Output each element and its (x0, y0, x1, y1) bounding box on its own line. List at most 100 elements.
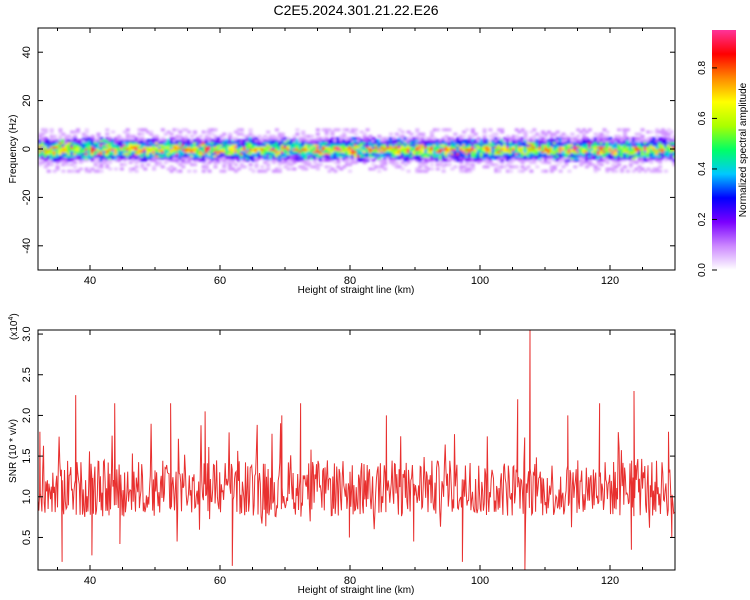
spectrogram-cell (157, 145, 162, 149)
spectrogram-cell (193, 156, 198, 160)
spectrogram-cell (418, 132, 423, 136)
spectrogram-cell (43, 150, 48, 154)
spectrogram-cell (198, 158, 203, 162)
spectrogram-cell (535, 156, 540, 160)
spectrogram-cell (508, 154, 513, 158)
spectrogram-cell (277, 154, 282, 158)
spectrogram-cell (301, 145, 306, 149)
spectrogram-cell (96, 132, 101, 136)
spectrogram-cell (631, 154, 636, 158)
spectrogram-cell (166, 130, 171, 134)
spectrogram-cell (503, 150, 508, 154)
spectrogram-cell (195, 147, 200, 151)
spectrogram-cell (289, 147, 294, 151)
spectrogram-cell (412, 139, 417, 143)
spectrogram-cell (584, 156, 589, 160)
spectrogram-cell (219, 141, 224, 145)
spectrogram-cell (538, 150, 543, 154)
spectrogram-cell (620, 150, 625, 154)
spectrogram-cell (140, 132, 145, 136)
spectrogram-cell (108, 160, 113, 164)
spectrogram-cell (76, 154, 81, 158)
spectrogram-cell (611, 143, 616, 147)
spectrogram-cell (307, 150, 312, 154)
spectrogram-cell (178, 158, 183, 162)
spectrogram-cell (84, 167, 89, 171)
spectrogram-cell (614, 158, 619, 162)
spectrogram-cell (620, 147, 625, 151)
spectrogram-cell (61, 141, 66, 145)
spectrogram-cell (625, 156, 630, 160)
spectrogram-cell (289, 141, 294, 145)
spectrogram-cell (523, 158, 528, 162)
spectrogram-cell (383, 145, 388, 149)
spectrogram-cell (84, 158, 89, 162)
spectrogram-cell (298, 165, 303, 169)
spectrogram-cell (93, 150, 98, 154)
spectrogram-cell (190, 134, 195, 138)
spectrogram-cell (339, 154, 344, 158)
spectrogram-cell (149, 156, 154, 160)
spectrogram-x-tick-label: 100 (471, 275, 489, 287)
spectrogram-cell (38, 134, 42, 138)
spectrogram-cell (146, 156, 151, 160)
spectrogram-cell (549, 152, 554, 156)
spectrogram-cell (397, 154, 402, 158)
spectrogram-cell (245, 150, 250, 154)
spectrogram-cell (204, 156, 209, 160)
spectrogram-cell (140, 152, 145, 156)
spectrogram-cell (277, 169, 282, 173)
spectrogram-cell (564, 145, 569, 149)
spectrogram-cell (356, 143, 361, 147)
spectrogram-cell (260, 137, 265, 141)
spectrogram-cell (447, 128, 452, 132)
spectrogram-cell (412, 154, 417, 158)
spectrogram-cell (330, 147, 335, 151)
spectrogram-cell (666, 150, 671, 154)
spectrogram-cell (46, 163, 51, 167)
spectrogram-cell (219, 145, 224, 149)
spectrogram-cell (444, 141, 449, 145)
spectrogram-cell (406, 158, 411, 162)
spectrogram-cell (49, 130, 54, 134)
spectrogram-cell (76, 147, 81, 151)
spectrogram-cell (523, 130, 528, 134)
spectrogram-cell (491, 154, 496, 158)
spectrogram-cell (508, 150, 513, 154)
spectrogram-cell (356, 137, 361, 141)
spectrogram-cell (298, 156, 303, 160)
spectrogram-cell (538, 137, 543, 141)
spectrogram-cell (365, 139, 370, 143)
spectrogram-cell (634, 147, 639, 151)
spectrogram-cell (345, 143, 350, 147)
spectrogram-cell (655, 139, 660, 143)
spectrogram-cell (348, 152, 353, 156)
spectrogram-cell (260, 139, 265, 143)
spectrogram-cell (590, 154, 595, 158)
spectrogram-cell (163, 147, 168, 151)
spectrogram-cell (593, 152, 598, 156)
spectrogram-cell (122, 130, 127, 134)
spectrogram-cell (614, 143, 619, 147)
spectrogram-cell (596, 167, 601, 171)
spectrogram-cell (403, 143, 408, 147)
spectrogram-cell (84, 156, 89, 160)
spectrogram-cell (625, 137, 630, 141)
spectrogram-cell (552, 156, 557, 160)
spectrogram-cell (251, 143, 256, 147)
spectrogram-cell (213, 137, 218, 141)
spectrogram-cell (233, 147, 238, 151)
spectrogram-cell (321, 139, 326, 143)
spectrogram-cell (488, 139, 493, 143)
spectrogram-cell (383, 163, 388, 167)
spectrogram-cell (517, 150, 522, 154)
spectrogram-cell (178, 141, 183, 145)
spectrogram-cell (412, 141, 417, 145)
spectrogram-cell (497, 143, 502, 147)
spectrogram-cell (617, 137, 622, 141)
spectrogram-cell (318, 163, 323, 167)
spectrogram-cell (500, 143, 505, 147)
spectrogram-cell (535, 165, 540, 169)
spectrogram-cell (339, 145, 344, 149)
spectrogram-cell (494, 143, 499, 147)
